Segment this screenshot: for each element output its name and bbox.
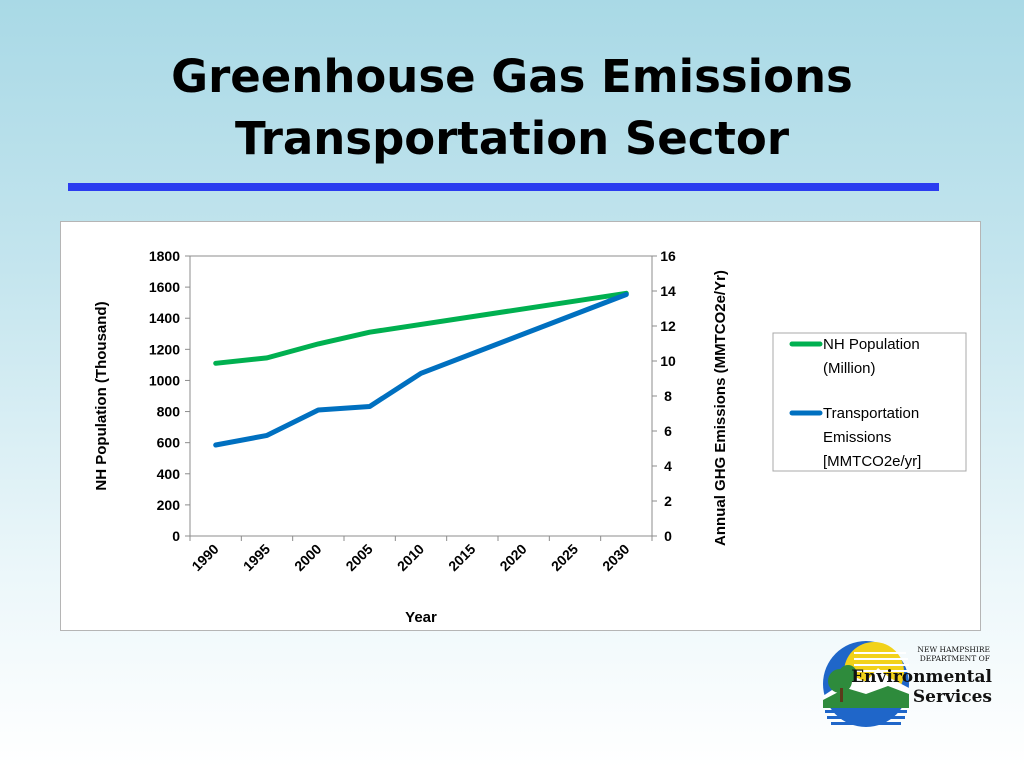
left-axis-tick-label: 400 bbox=[157, 466, 181, 482]
left-axis-tick-label: 600 bbox=[157, 435, 181, 451]
x-axis-tick-label: 2020 bbox=[496, 541, 529, 574]
right-axis-tick-label: 0 bbox=[664, 528, 672, 544]
chart-legend: NH Population (Million) Transportation Emis… bbox=[772, 332, 967, 472]
x-axis-tick-label: 1990 bbox=[188, 541, 221, 574]
left-axis-tick-label: 1000 bbox=[149, 372, 180, 388]
x-axis-tick-label: 2005 bbox=[342, 541, 375, 574]
logo-text-department: DEPARTMENT OF bbox=[920, 654, 990, 663]
legend-box bbox=[772, 332, 967, 472]
legend-label: NH Population (Million) bbox=[823, 336, 920, 377]
series-line-emissions bbox=[213, 292, 629, 448]
logo-text-services: Services bbox=[913, 687, 992, 707]
x-axis-tick-label: 2025 bbox=[548, 541, 581, 574]
nh-des-logo: NEW HAMPSHIRE DEPARTMENT OF Environmenta… bbox=[823, 641, 993, 727]
right-axis-tick-label: 2 bbox=[664, 493, 672, 509]
x-axis-tick-label: 2010 bbox=[394, 541, 427, 574]
left-axis-tick-label: 200 bbox=[157, 497, 181, 513]
x-axis-title: Year bbox=[405, 609, 437, 626]
right-axis-tick-label: 14 bbox=[660, 283, 676, 299]
right-axis-title: Annual GHG Emissions (MMTCO2e/Yr) bbox=[712, 270, 729, 546]
logo-emblem bbox=[823, 641, 909, 727]
left-axis-tick-label: 1400 bbox=[149, 310, 180, 326]
title-divider bbox=[68, 183, 939, 191]
slide-title-line-1: Greenhouse Gas Emissions bbox=[171, 50, 853, 103]
legend-label: Transportation Emissions [MMTCO2e/yr] bbox=[823, 405, 921, 470]
left-axis-title: NH Population (Thousand) bbox=[93, 301, 110, 490]
logo-text-environmental: Environmental bbox=[851, 667, 992, 687]
right-axis-tick-label: 16 bbox=[660, 248, 676, 264]
slide-title-line-2: Transportation Sector bbox=[234, 112, 790, 165]
x-axis-tick-label: 2030 bbox=[599, 541, 632, 574]
left-axis-tick-label: 1800 bbox=[149, 248, 180, 264]
series-line-population bbox=[213, 290, 629, 366]
left-axis-tick-label: 1600 bbox=[149, 279, 180, 295]
right-axis-tick-label: 8 bbox=[664, 388, 672, 404]
x-axis-tick-label: 2000 bbox=[291, 541, 324, 574]
chart-panel: 0 200 400 600 800 1000 1200 1400 1600 1800 0 2 4 6 8 10… bbox=[60, 221, 981, 631]
left-axis-tick-label: 1200 bbox=[149, 341, 180, 357]
slide-title: Greenhouse Gas Emissions Transportation … bbox=[0, 46, 1024, 170]
right-axis-tick-label: 10 bbox=[660, 353, 676, 369]
right-axis-tick-label: 4 bbox=[664, 458, 672, 474]
left-axis-tick-label: 800 bbox=[157, 404, 181, 420]
logo-text-state: NEW HAMPSHIRE bbox=[917, 645, 990, 654]
right-axis-tick-label: 6 bbox=[664, 423, 672, 439]
left-axis-tick-label: 0 bbox=[172, 528, 180, 544]
x-axis-tick-label: 2015 bbox=[445, 541, 478, 574]
x-axis-tick-label: 1995 bbox=[240, 541, 273, 574]
line-chart: 0 200 400 600 800 1000 1200 1400 1600 1800 0 2 4 6 8 10… bbox=[93, 248, 967, 626]
right-axis-tick-label: 12 bbox=[660, 318, 676, 334]
